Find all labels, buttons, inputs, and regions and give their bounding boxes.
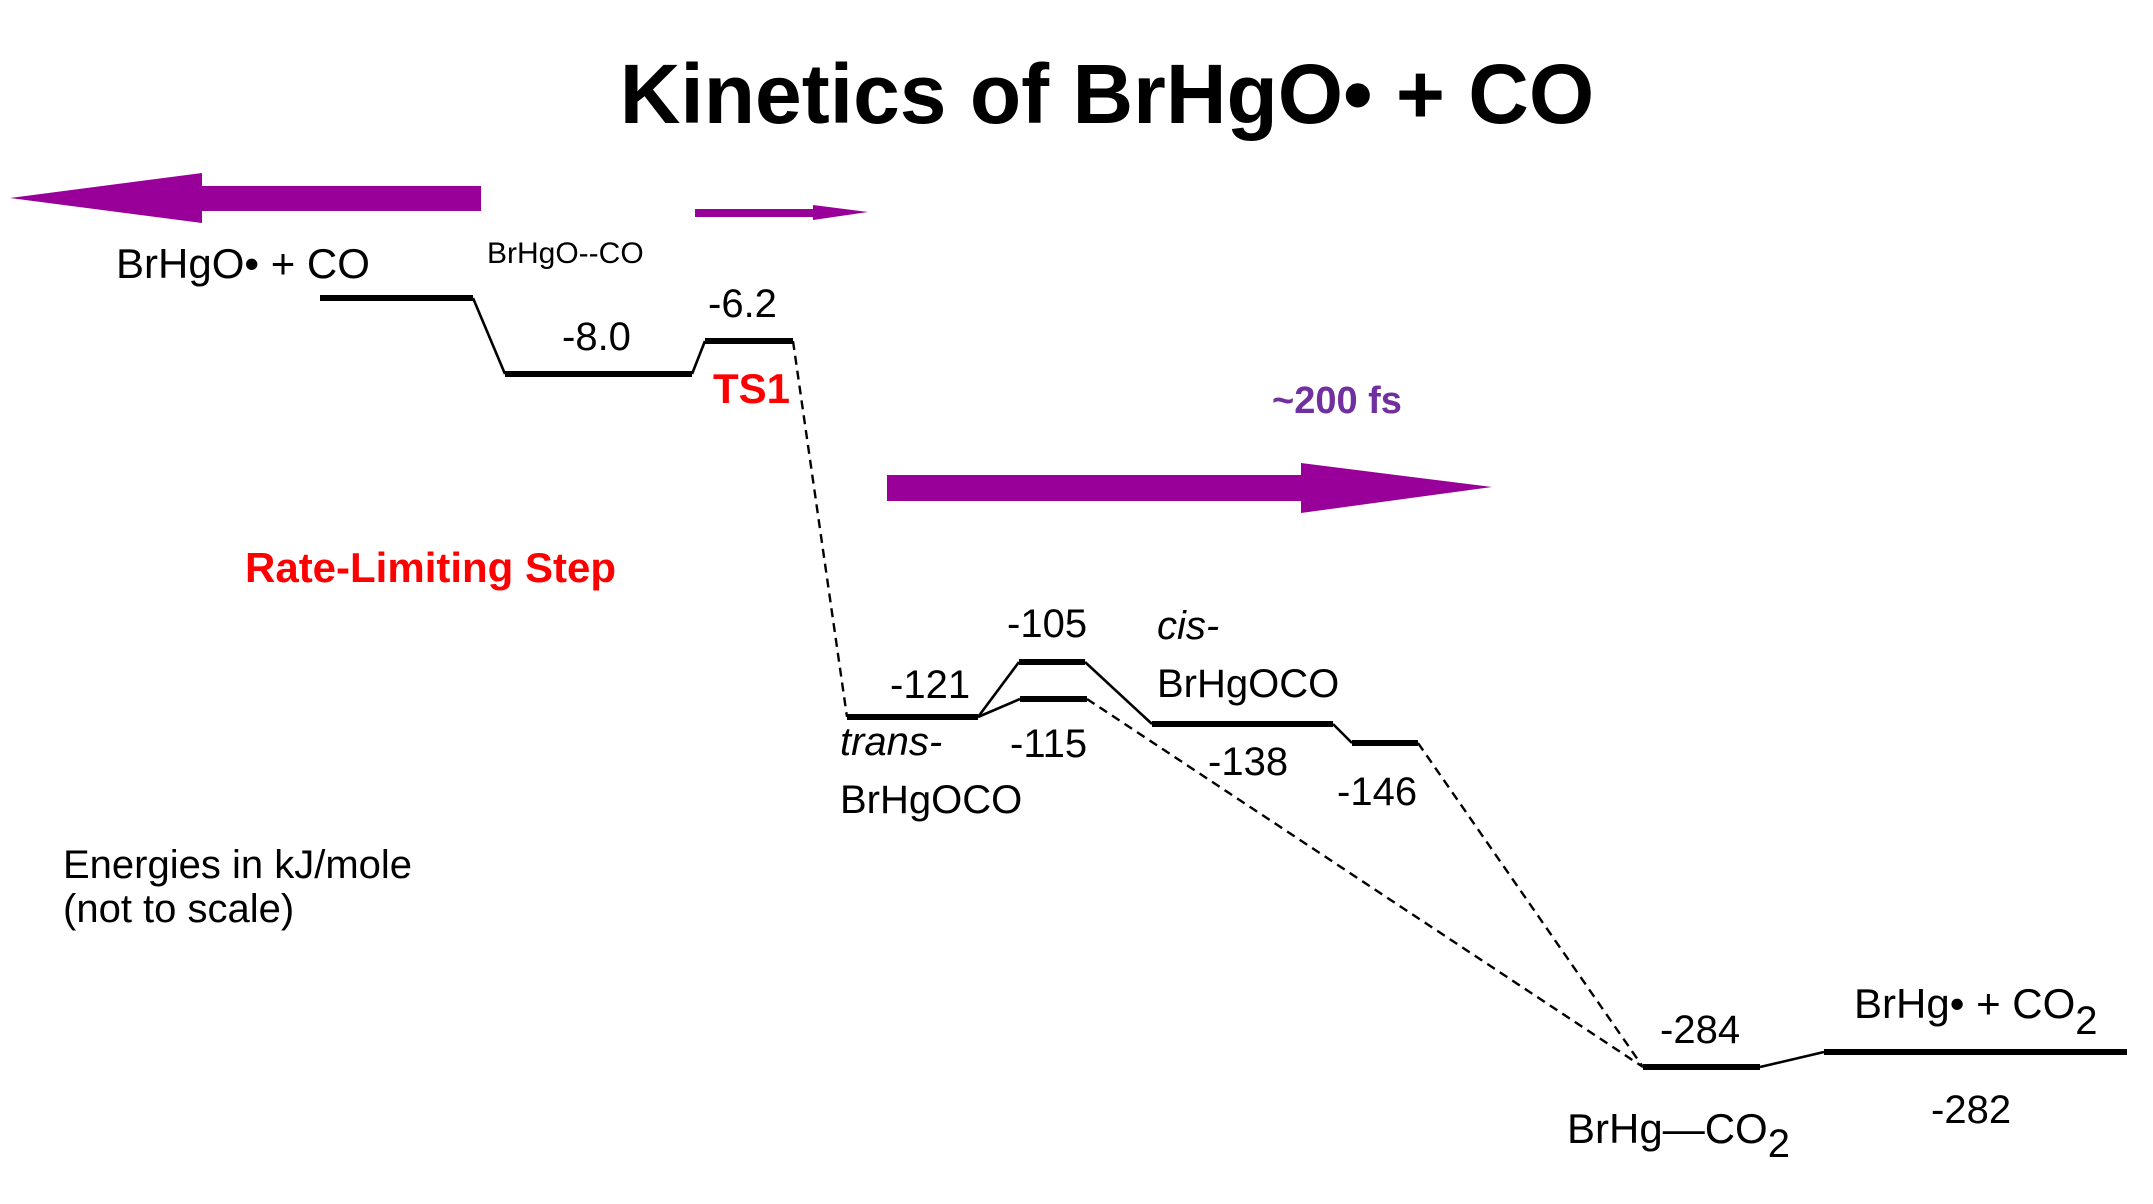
label-brhg-co2-complex-sub: 2 <box>1768 1122 1790 1166</box>
reverse-arrow-icon <box>10 173 481 223</box>
label-timescale: ~200 fs <box>1272 380 1402 422</box>
label-complex: BrHgO--CO <box>487 237 644 270</box>
label-trans: BrHgOCO <box>840 778 1022 822</box>
energy-brhg-co2-complex: -284 <box>1660 1008 1740 1052</box>
connector-cis-cis-second <box>1332 723 1353 744</box>
label-products: BrHg• + CO2 <box>1854 980 2098 1043</box>
connector-ts-upper-cis <box>1084 661 1153 725</box>
connector-trans-ts-lower <box>977 697 1021 719</box>
units-note-line1: Energies in kJ/mole <box>63 843 412 887</box>
energy-ts-lower: -115 <box>1010 722 1087 766</box>
label-brhg-co2-complex-main: BrHg—CO <box>1567 1105 1768 1152</box>
connector-reactants-complex <box>471 297 507 375</box>
label-trans-prefix: trans- <box>840 720 942 764</box>
forward-small-arrow-icon <box>695 205 868 220</box>
energy-products: -282 <box>1931 1088 2011 1132</box>
dashed-cis-second-complex <box>1417 742 1644 1068</box>
label-cis-prefix: cis- <box>1157 604 1219 648</box>
connector-complex-products <box>1759 1050 1825 1069</box>
energy-cis-second: -146 <box>1337 770 1417 814</box>
label-cis: BrHgOCO <box>1157 662 1339 706</box>
units-note-line2: (not to scale) <box>63 887 294 931</box>
label-products-sub: 2 <box>2075 999 2097 1043</box>
energy-cis: -138 <box>1208 740 1288 784</box>
label-brhg-co2-complex: BrHg—CO2 <box>1567 1105 1790 1166</box>
energy-complex: -8.0 <box>562 315 631 359</box>
label-ts1: TS1 <box>713 365 790 412</box>
connector-trans-ts-upper <box>976 661 1021 718</box>
label-rate-limiting-step: Rate-Limiting Step <box>245 544 616 591</box>
dashed-ts1-trans <box>791 340 849 718</box>
connector-complex-ts1 <box>690 340 707 375</box>
dashed-ts-lower-complex <box>1086 697 1644 1069</box>
label-products-main: BrHg• + CO <box>1854 980 2075 1027</box>
label-reactants: BrHgO• + CO <box>116 240 370 287</box>
diagram-title: Kinetics of BrHgO• + CO <box>620 47 1595 141</box>
energy-trans: -121 <box>890 663 970 707</box>
forward-fast-arrow-icon <box>887 463 1492 513</box>
energy-ts-upper: -105 <box>1007 602 1087 646</box>
energy-ts1: -6.2 <box>708 282 777 326</box>
